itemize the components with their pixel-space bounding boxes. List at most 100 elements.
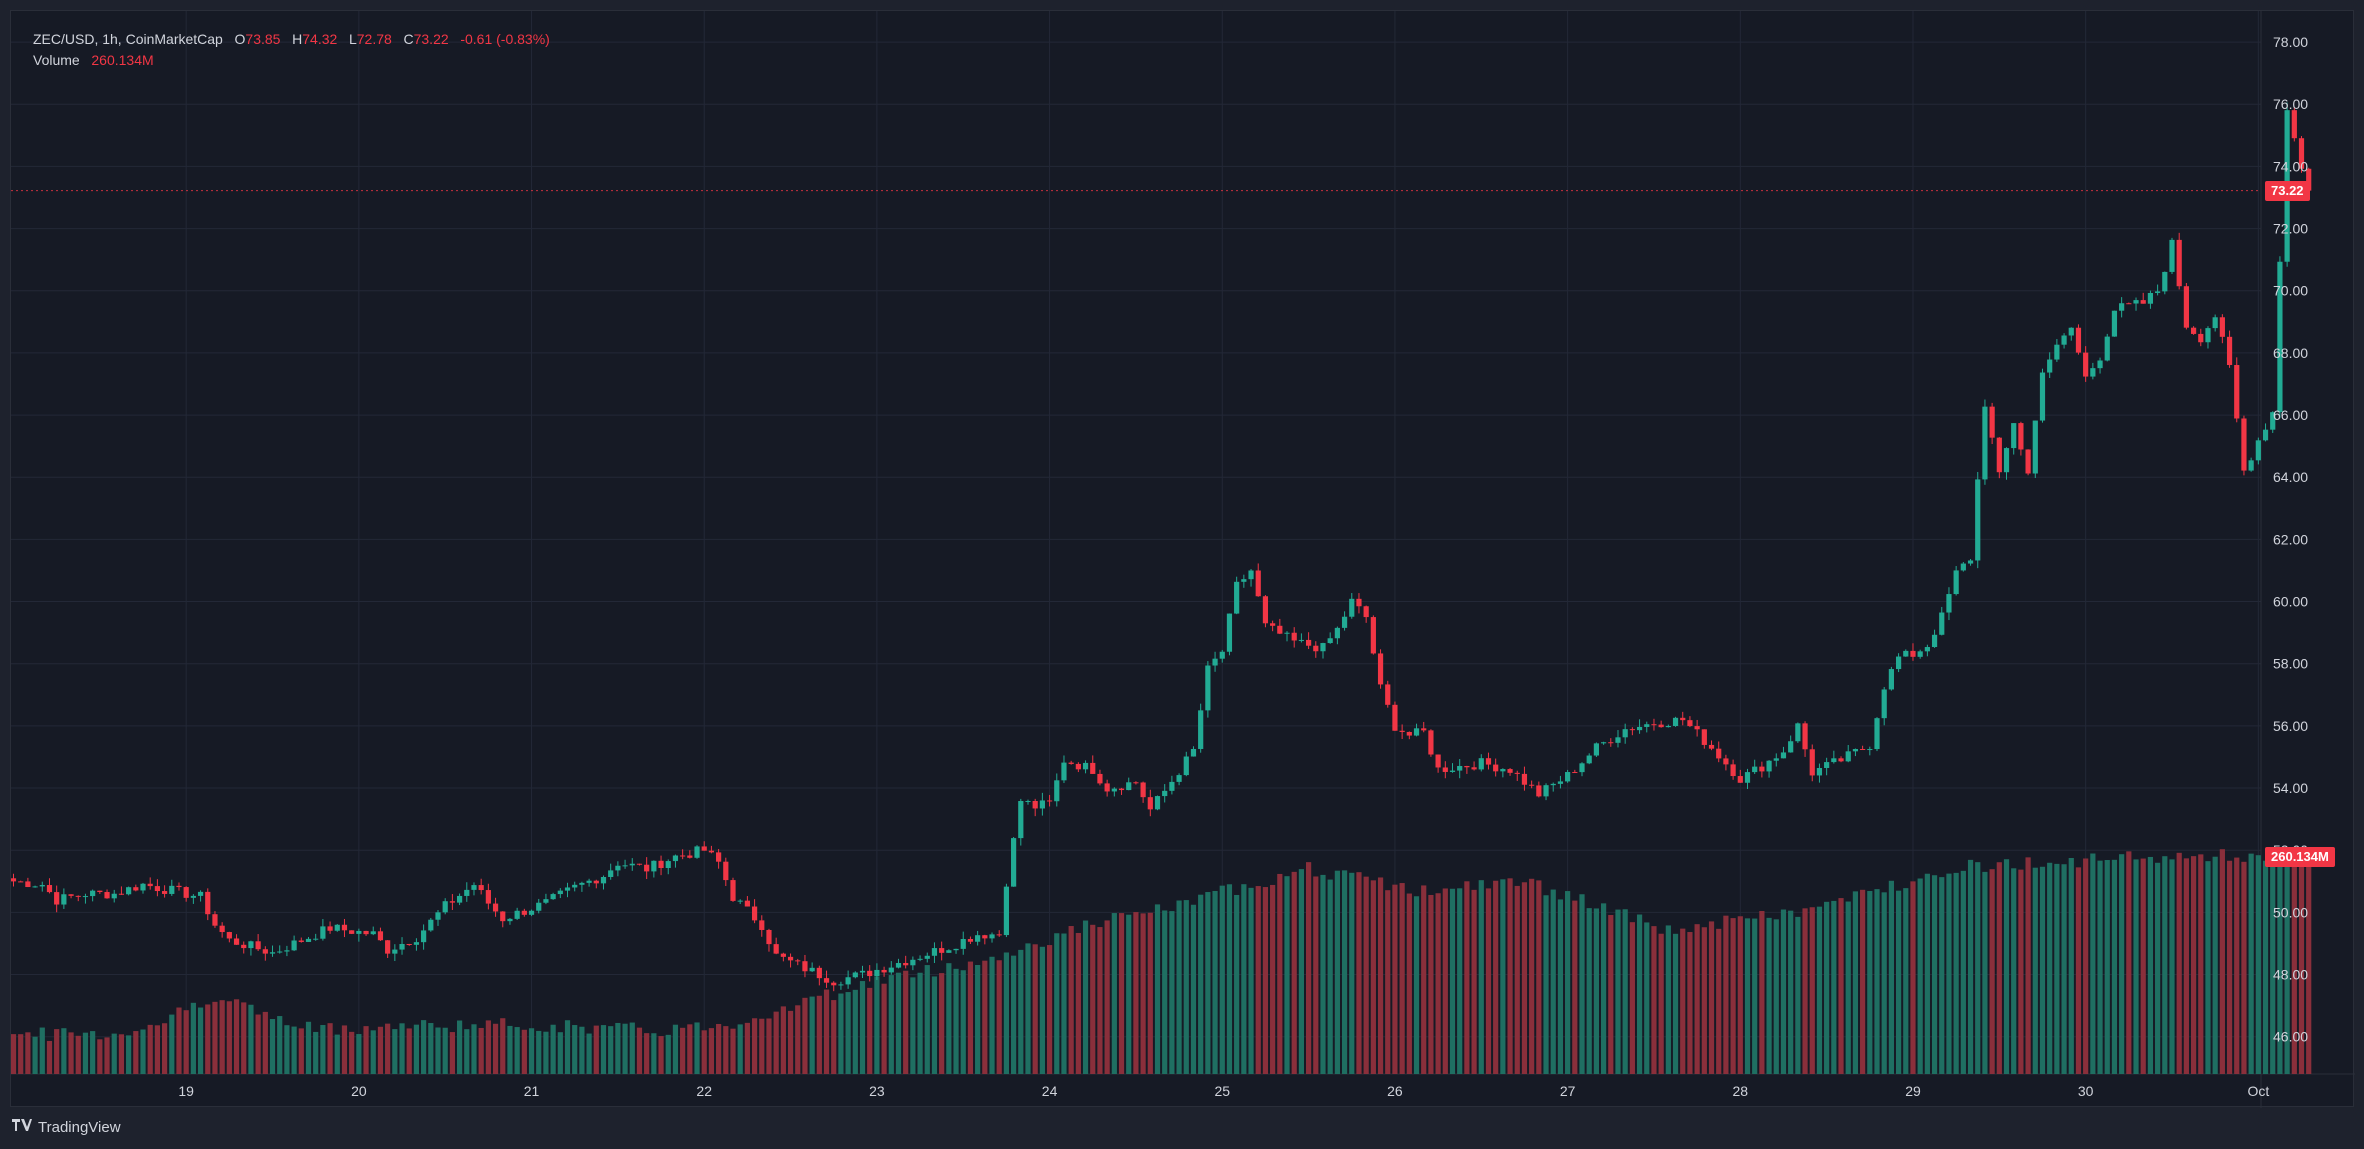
candle-body — [2226, 336, 2233, 366]
chart-frame[interactable]: 46.0048.0050.0052.0054.0056.0058.0060.00… — [10, 10, 2355, 1108]
volume-bar — [154, 1025, 160, 1074]
volume-bar — [1226, 884, 1233, 1074]
candle-body — [744, 900, 750, 907]
volume-bar — [2241, 861, 2247, 1074]
volume-bar — [1334, 870, 1340, 1074]
candle-body — [838, 984, 844, 986]
grid — [11, 11, 2355, 1108]
price-tick-label: 62.00 — [2273, 531, 2308, 547]
volume-bar — [600, 1025, 607, 1074]
volume-bar — [1327, 879, 1333, 1074]
candle-body — [1392, 704, 1398, 731]
volume-bar — [435, 1027, 441, 1074]
volume-bar — [1493, 880, 1499, 1074]
volume-bar — [421, 1020, 427, 1074]
volume-bar — [46, 1040, 53, 1074]
candle-body — [1500, 769, 1506, 772]
volume-bar — [1780, 909, 1787, 1074]
volume-bar — [723, 1026, 729, 1074]
time-tick-label: 23 — [869, 1083, 885, 1099]
candle-body — [665, 861, 671, 869]
tradingview-brand[interactable]: TradingView — [12, 1118, 121, 1136]
candle-body — [1759, 766, 1765, 772]
candle-body — [1018, 801, 1024, 839]
volume-bar — [1399, 883, 1405, 1074]
candle-body — [1982, 406, 1988, 480]
candle-body — [2212, 317, 2218, 329]
candle-body — [1219, 651, 1225, 659]
volume-bar — [1032, 944, 1038, 1074]
candle-body — [687, 855, 693, 858]
candle-body — [1507, 769, 1513, 773]
volume-bar — [118, 1034, 125, 1074]
candle-body — [1457, 765, 1463, 771]
candle-body — [1435, 754, 1441, 768]
volume-bar — [1608, 915, 1614, 1074]
volume-bar — [1291, 871, 1297, 1074]
volume-bar — [1018, 949, 1024, 1074]
volume-bar — [1600, 903, 1607, 1074]
volume-bar — [593, 1025, 599, 1074]
candle-body — [2061, 335, 2067, 345]
candle-body — [2054, 344, 2060, 360]
volume-bar — [1478, 880, 1484, 1074]
close-label: C — [403, 31, 414, 47]
candle-body — [1363, 606, 1369, 618]
volume-bar — [176, 1007, 182, 1074]
volume-label[interactable]: Volume — [33, 52, 80, 68]
volume-bar — [2047, 862, 2053, 1074]
candle-body — [313, 938, 319, 940]
volume-bar — [1284, 876, 1290, 1074]
volume-bar — [183, 1010, 189, 1074]
candle-body — [651, 860, 657, 872]
candle-body — [1529, 784, 1535, 786]
candle-body — [2270, 412, 2276, 430]
candle-body — [356, 930, 362, 934]
volume-bar — [953, 968, 959, 1074]
volume-bar — [2291, 861, 2297, 1074]
candle-body — [2133, 300, 2139, 304]
candle-body — [766, 929, 772, 945]
price-tick-label: 68.00 — [2273, 345, 2308, 361]
volume-bar — [1723, 915, 1729, 1074]
candle-body — [802, 961, 808, 972]
candle-body — [46, 885, 53, 893]
price-chart[interactable]: 46.0048.0050.0052.0054.0056.0058.0060.00… — [11, 11, 2355, 1108]
candle-body — [104, 892, 110, 899]
volume-bar — [1888, 880, 1894, 1074]
volume-bar — [1543, 895, 1549, 1074]
volume-bar — [1824, 901, 1830, 1074]
volume-bar — [327, 1023, 333, 1074]
candle-body — [1946, 594, 1952, 613]
candle-body — [960, 938, 966, 949]
candle-body — [1320, 643, 1326, 652]
candle-body — [1658, 724, 1664, 728]
volume-bar — [910, 977, 916, 1074]
symbol-label[interactable]: ZEC/USD, 1h, CoinMarketCap — [33, 31, 223, 47]
candle-body — [514, 910, 520, 919]
candle-body — [903, 963, 909, 966]
candle-body — [1262, 596, 1269, 624]
candle-body — [1421, 728, 1427, 731]
volume-bar — [356, 1034, 362, 1074]
candle-body — [579, 882, 585, 885]
volume-bar — [2270, 850, 2276, 1074]
candle-body — [910, 959, 916, 966]
volume-bar — [1392, 884, 1398, 1074]
volume-bar — [492, 1023, 499, 1074]
volume-bar — [2262, 860, 2269, 1074]
candle-body — [694, 846, 700, 858]
volume-bar — [1190, 904, 1197, 1074]
volume-bar — [543, 1031, 549, 1074]
volume-bar — [1658, 933, 1664, 1074]
candle-body — [1608, 742, 1614, 744]
candle-body — [1672, 717, 1679, 727]
brand-name: TradingView — [38, 1118, 121, 1136]
candle-body — [1406, 731, 1412, 736]
candle-body — [377, 931, 384, 941]
volume-bar — [464, 1029, 470, 1074]
volume-bar — [1377, 877, 1384, 1074]
candle-body — [226, 932, 232, 939]
candle-body — [1701, 729, 1707, 745]
candle-body — [2018, 423, 2024, 450]
